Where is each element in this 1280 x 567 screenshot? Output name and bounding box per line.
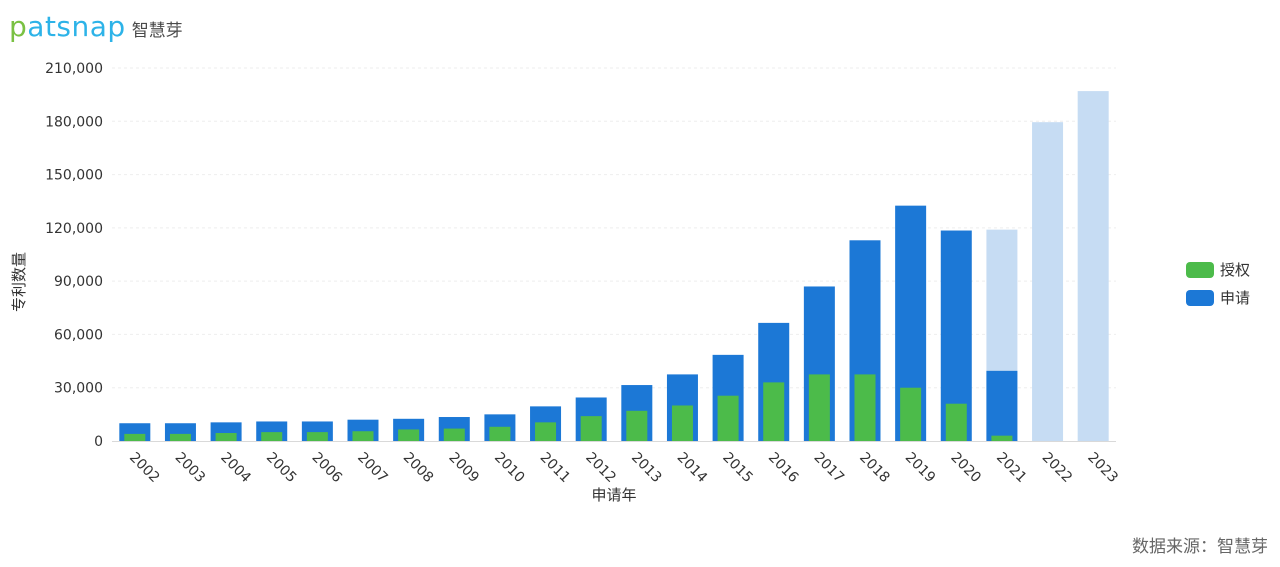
y-tick-label: 60,000	[54, 327, 103, 343]
x-tick-label: 2010	[491, 450, 528, 487]
x-tick-label: 2018	[856, 450, 893, 487]
x-tick-label: 2013	[628, 450, 665, 487]
logo-cn-text: 智慧芽	[131, 21, 183, 41]
legend-swatch	[1186, 262, 1214, 278]
y-tick-label: 30,000	[54, 381, 103, 397]
bar-grant-2002	[124, 433, 146, 441]
y-tick-label: 0	[94, 434, 103, 450]
patsnap-logo: patsnap 智慧芽	[9, 10, 183, 43]
bar-application-2023-incomplete	[1077, 91, 1109, 441]
bar-grant-2011	[535, 422, 557, 441]
bar-application-2021	[986, 370, 1018, 441]
bar-grant-2012	[580, 416, 602, 441]
legend-label: 申请	[1220, 289, 1250, 307]
x-tick-label: 2006	[309, 450, 346, 487]
x-tick-label: 2019	[902, 450, 939, 487]
x-axis-title: 申请年	[591, 486, 636, 504]
logo-mark: patsnap	[9, 10, 126, 43]
bar-grant-2020	[945, 403, 967, 441]
x-tick-label: 2017	[811, 450, 848, 487]
x-tick-label: 2021	[993, 450, 1030, 487]
x-tick-label: 2023	[1084, 450, 1121, 487]
bar-grant-2018	[854, 374, 876, 441]
bar-grant-2019	[900, 387, 922, 441]
bar-grant-2010	[489, 426, 511, 441]
bar-grant-2017	[808, 374, 830, 441]
y-tick-label: 120,000	[45, 221, 103, 237]
y-tick-label: 150,000	[45, 168, 103, 184]
legend-label: 授权	[1220, 261, 1250, 279]
x-tick-label: 2005	[263, 450, 300, 487]
x-tick-label: 2007	[354, 450, 391, 487]
bar-grant-2004	[215, 433, 237, 441]
bars	[119, 91, 1109, 441]
x-tick-label: 2004	[217, 450, 254, 487]
bar-grant-2021	[991, 435, 1013, 441]
legend-swatch	[1186, 290, 1214, 306]
x-tick-label: 2011	[537, 450, 574, 487]
x-tick-label: 2008	[400, 450, 437, 487]
bar-grant-2005	[261, 432, 283, 441]
y-axis-title: 专利数量	[10, 252, 28, 312]
y-tick-label: 90,000	[54, 274, 103, 290]
bar-grant-2007	[352, 431, 374, 441]
y-tick-label: 180,000	[45, 114, 103, 130]
bar-grant-2015	[717, 395, 739, 441]
bar-grant-2016	[763, 382, 785, 441]
x-axis-ticks: 2002 2003 2004 2005 2006 2007 2008 2009 2010 2011…	[126, 450, 1121, 487]
data-source-note: 数据来源：智慧芽	[1132, 537, 1268, 557]
bar-grant-2008	[398, 429, 420, 441]
x-tick-label: 2022	[1039, 450, 1076, 487]
bar-grant-2009	[443, 428, 465, 441]
x-tick-label: 2020	[947, 450, 984, 487]
y-tick-label: 210,000	[45, 61, 103, 77]
x-tick-label: 2016	[765, 450, 802, 487]
x-tick-label: 2015	[719, 450, 756, 487]
x-tick-label: 2014	[674, 450, 711, 487]
bar-grant-2013	[626, 410, 648, 441]
bar-grant-2003	[169, 433, 191, 441]
y-axis-ticks: 0 30,000 60,000 90,000 120,000 150,000 180,000…	[45, 61, 103, 450]
x-tick-label: 2003	[172, 450, 209, 487]
x-tick-label: 2002	[126, 450, 163, 487]
x-tick-label: 2012	[582, 450, 619, 487]
bar-grant-2006	[306, 432, 328, 441]
bar-grant-2014	[671, 405, 693, 441]
x-tick-label: 2009	[445, 450, 482, 487]
bar-application-2022-incomplete	[1032, 122, 1064, 441]
